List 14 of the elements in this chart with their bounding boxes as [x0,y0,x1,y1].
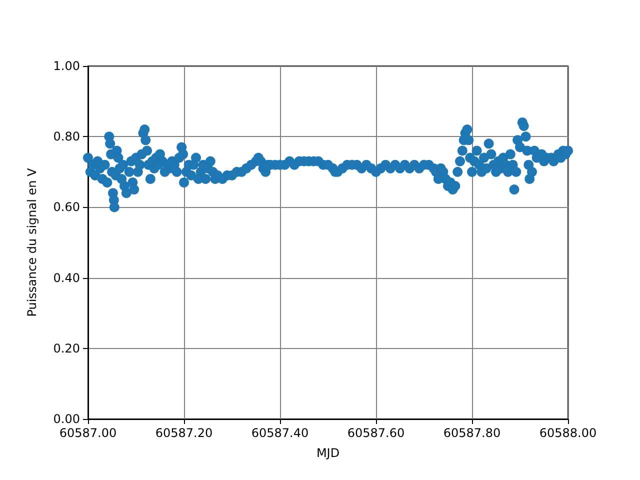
y-tick-label: 1.00 [53,59,80,73]
y-tick-label: 0.20 [53,341,80,356]
x-tick-label: 60587.00 [59,426,117,440]
y-tick-label: 0.80 [53,130,80,144]
x-tick-label: 60587.40 [251,426,309,440]
y-tick-label: 0.40 [53,270,80,285]
x-tick-label: 60587.20 [155,426,213,440]
x-tick-label: 60587.60 [347,426,405,440]
x-tick-label: 60588.00 [539,426,597,440]
y-tick-label: 0.60 [53,200,80,214]
x-tick-label: 60587.80 [443,426,501,440]
x-axis-title: MJD [316,446,340,460]
y-axis-title: Puissance du signal en V [25,167,39,317]
y-tick-label: 0.00 [53,412,80,426]
